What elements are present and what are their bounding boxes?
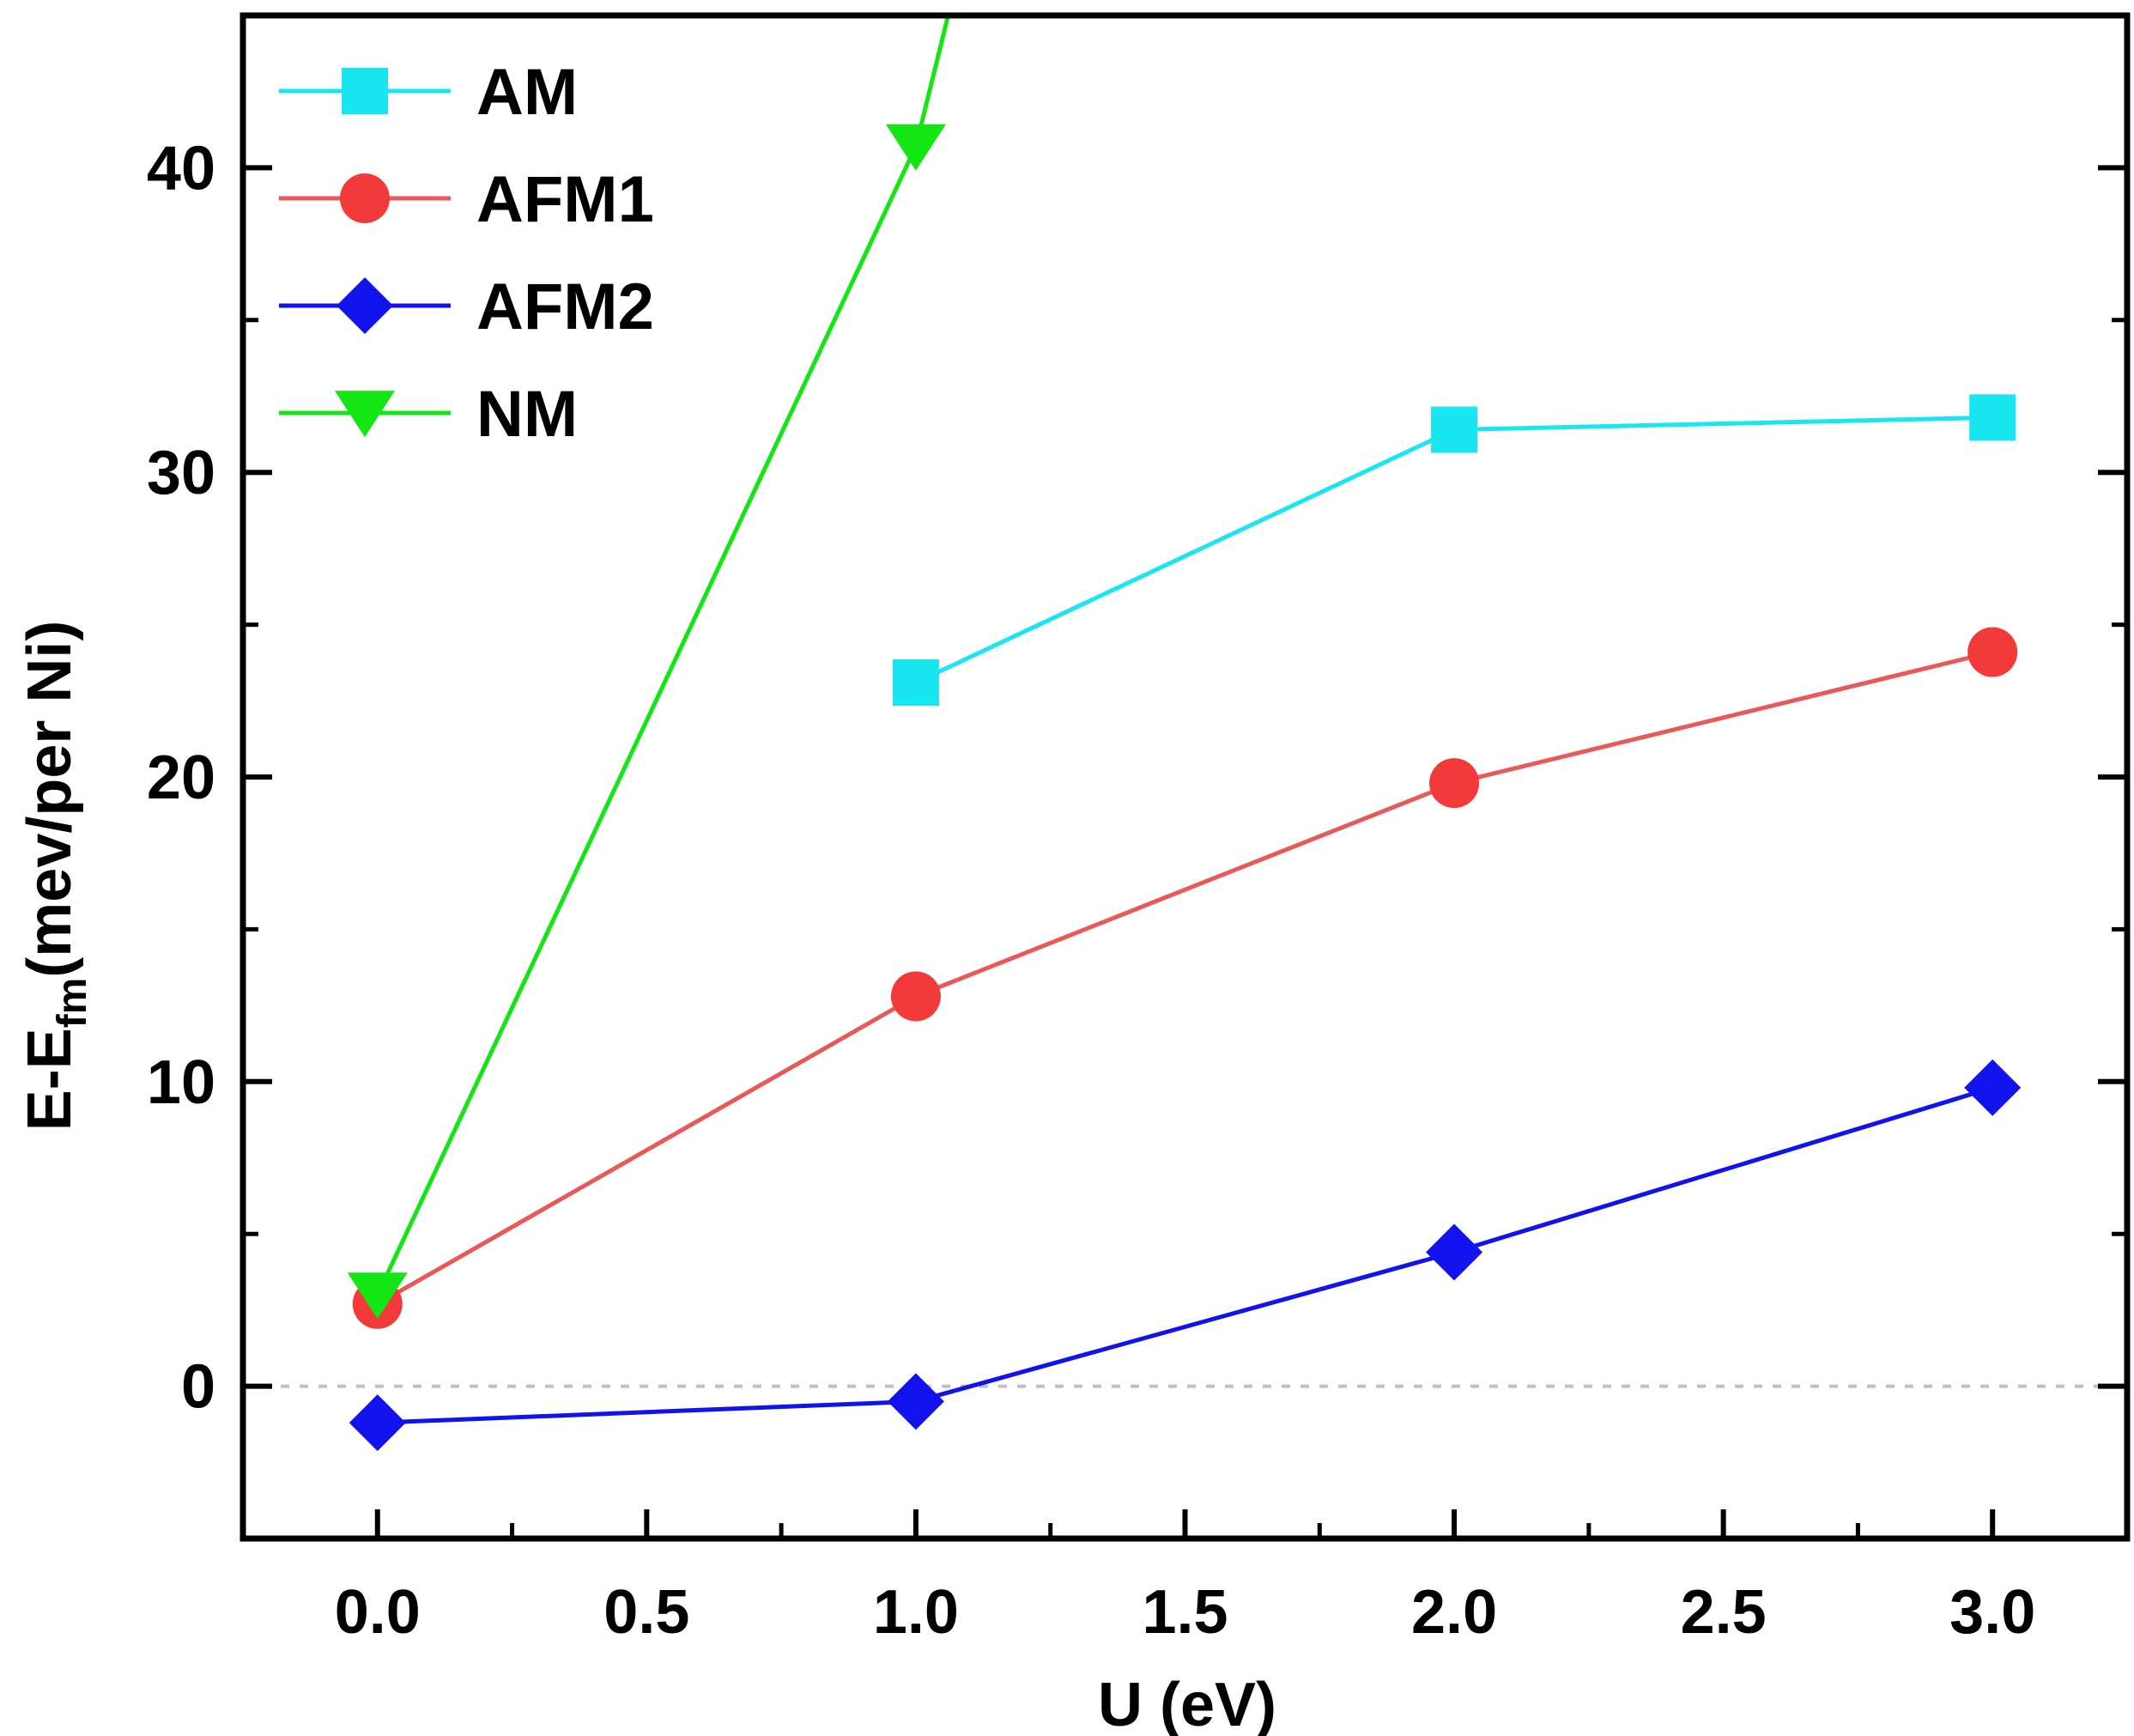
data-point-afm2 (1426, 1223, 1483, 1281)
legend-marker-afm1 (340, 173, 390, 223)
y-tick-label: 10 (147, 1048, 215, 1117)
data-point-afm1 (1967, 627, 2018, 677)
y-axis-title-main: E-E (15, 1028, 84, 1131)
data-point-afm1 (890, 971, 941, 1022)
x-tick-label: 2.0 (1411, 1578, 1497, 1647)
y-tick-label: 30 (147, 439, 215, 507)
y-tick-label: 40 (147, 134, 215, 203)
data-point-nm (347, 1272, 408, 1320)
x-tick-label: 1.5 (1142, 1578, 1228, 1647)
x-tick-label: 2.5 (1681, 1578, 1767, 1647)
y-axis-title: E-Efm(mev/per Ni) (15, 621, 95, 1132)
legend-label-afm2: AFM2 (476, 270, 654, 343)
x-tick-label: 0.5 (603, 1578, 689, 1647)
y-axis-title-rest: (mev/per Ni) (15, 621, 84, 978)
x-tick-label: 3.0 (1949, 1578, 2035, 1647)
series-line-afm2 (377, 1085, 1993, 1425)
legend: AM AFM1 AFM2 NM (279, 56, 654, 451)
data-point-afm2 (1964, 1059, 2022, 1116)
x-tick-label: 0.0 (335, 1578, 421, 1647)
legend-label-am: AM (476, 56, 578, 129)
y-tick-label: 20 (147, 744, 215, 812)
data-point-am (892, 659, 939, 707)
data-point-afm1 (1429, 758, 1480, 809)
series-line-nm (375, 15, 950, 1296)
axes (239, 12, 2131, 1542)
y-tick-label: 0 (181, 1353, 215, 1422)
x-axis-title: U (eV) (1098, 1671, 1276, 1736)
ticks: 0.0 0.5 1.0 1.5 2.0 2.5 3.0 0 10 20 30 40 (147, 134, 2127, 1647)
series-markers (347, 124, 2022, 1452)
data-point-afm2 (349, 1394, 406, 1452)
series-line-afm1 (376, 650, 1993, 1306)
y-axis-title-subscript: fm (50, 978, 95, 1029)
x-tick-label: 1.0 (873, 1578, 959, 1647)
data-point-nm (885, 124, 946, 171)
legend-label-nm: NM (476, 378, 578, 451)
plot-frame (239, 12, 2131, 1542)
legend-marker-am (342, 68, 388, 114)
data-point-afm2 (887, 1373, 944, 1430)
series-line-am (914, 415, 1993, 685)
legend-label-afm1: AFM1 (476, 163, 654, 236)
data-point-am (1969, 394, 2016, 441)
legend-marker-afm2 (336, 277, 393, 334)
legend-marker-nm (335, 391, 395, 438)
data-point-am (1431, 406, 1478, 453)
